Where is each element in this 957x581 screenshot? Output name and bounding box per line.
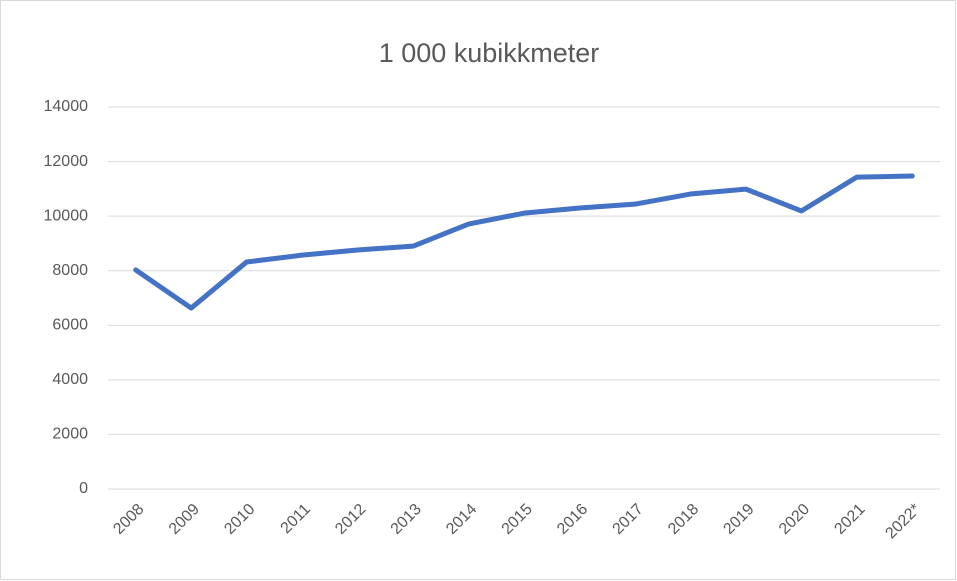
y-tick-label: 4000	[52, 371, 88, 388]
y-tick-label: 14000	[44, 98, 89, 115]
y-tick-label: 12000	[44, 153, 89, 170]
y-tick-label: 0	[79, 480, 88, 497]
y-tick-label: 6000	[52, 317, 88, 334]
y-tick-label: 2000	[52, 426, 88, 443]
y-tick-label: 8000	[52, 262, 88, 279]
y-tick-label: 10000	[44, 207, 89, 224]
chart-title: 1 000 kubikkmeter	[379, 38, 600, 68]
data-line	[133, 173, 915, 311]
